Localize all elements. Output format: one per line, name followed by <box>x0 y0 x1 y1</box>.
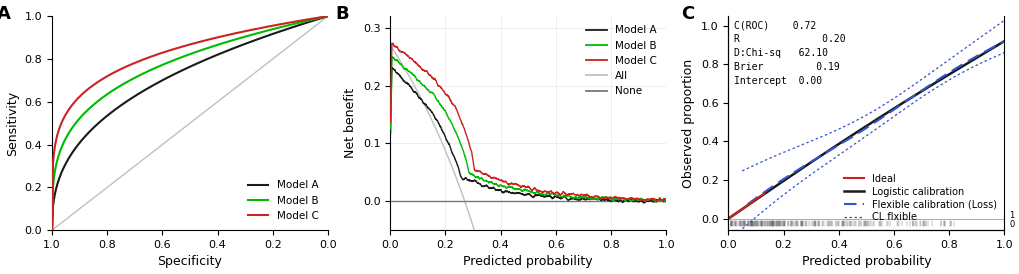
Model B <box>322 15 334 18</box>
X-axis label: Specificity: Specificity <box>157 255 222 269</box>
Model B <box>209 44 221 47</box>
Model C <box>322 15 334 18</box>
Legend: Ideal, Logistic calibration, Flexible calibration (Loss), CL flxible: Ideal, Logistic calibration, Flexible ca… <box>841 171 999 225</box>
Legend: Model A, Model B, Model C: Model A, Model B, Model C <box>244 176 322 225</box>
Text: B: B <box>334 5 348 23</box>
Model B <box>46 229 58 232</box>
Text: A: A <box>0 5 11 23</box>
Model A <box>296 22 308 26</box>
Model C <box>296 19 308 22</box>
Model A <box>46 229 58 232</box>
Model C <box>209 36 221 39</box>
Y-axis label: Observed proportion: Observed proportion <box>682 59 695 188</box>
Model C <box>278 22 290 25</box>
Y-axis label: Sensitivity: Sensitivity <box>6 91 19 156</box>
X-axis label: Predicted probability: Predicted probability <box>463 255 592 269</box>
Line: Model B: Model B <box>52 16 328 230</box>
Model C <box>46 229 58 232</box>
Model A <box>209 54 221 57</box>
Model A <box>322 15 334 18</box>
Text: C(ROC)    0.72
R              0.20
D:Chi-sq   62.10
Brier         0.19
Intercept: C(ROC) 0.72 R 0.20 D:Chi-sq 62.10 Brier … <box>734 20 845 86</box>
Model A <box>47 205 59 209</box>
Model C <box>210 36 222 39</box>
Model C <box>47 162 59 165</box>
Model B <box>278 25 290 28</box>
Y-axis label: Net benefit: Net benefit <box>343 88 357 158</box>
Model B <box>215 42 227 45</box>
Text: C: C <box>681 5 694 23</box>
X-axis label: Predicted probability: Predicted probability <box>801 255 930 269</box>
Line: Model A: Model A <box>52 16 328 230</box>
Model A <box>278 28 290 32</box>
Model B <box>210 44 222 47</box>
Model A <box>210 53 222 57</box>
Model B <box>296 20 308 24</box>
Legend: Model A, Model B, Model C, All, None: Model A, Model B, Model C, All, None <box>581 21 660 101</box>
Model A <box>215 52 227 55</box>
Model B <box>47 186 59 189</box>
Line: Model C: Model C <box>52 16 328 230</box>
Model C <box>215 35 227 38</box>
